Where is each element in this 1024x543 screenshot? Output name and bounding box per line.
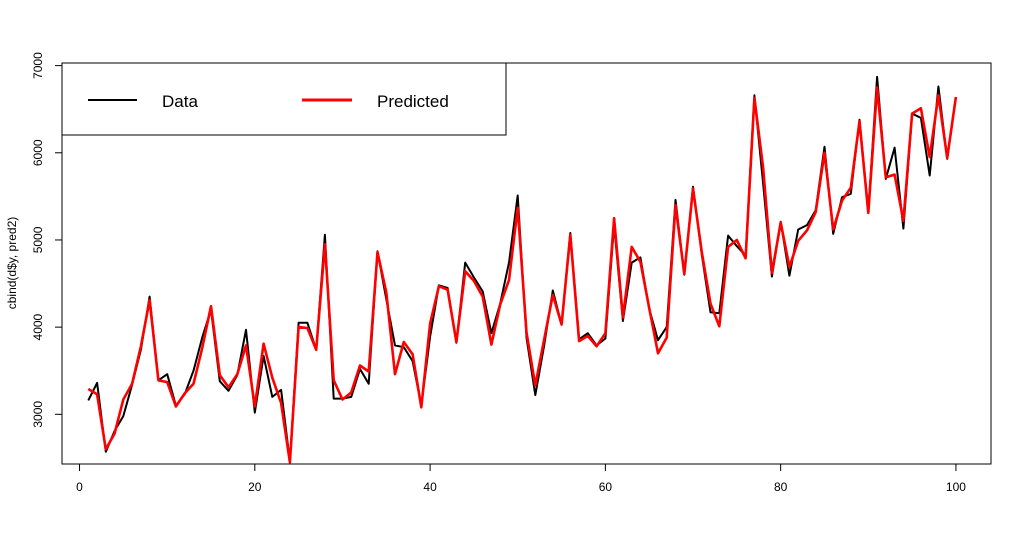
x-tick-label: 100	[946, 480, 966, 494]
y-axis-title: cbind(d$y, pred2)	[5, 217, 19, 310]
series-layer	[87, 75, 958, 464]
series-line-predicted	[87, 86, 958, 464]
x-axis: 0 20 40 60 80 100	[76, 463, 966, 494]
y-tick-label: 4000	[31, 313, 45, 340]
legend-label-predicted: Predicted	[377, 92, 449, 111]
legend: Data Predicted	[61, 62, 507, 136]
y-axis: 3000 4000 5000 6000 7000	[31, 52, 63, 428]
x-tick-label: 20	[248, 480, 262, 494]
legend-label-data: Data	[162, 92, 198, 111]
y-tick-label: 5000	[31, 226, 45, 253]
x-tick-label: 40	[423, 480, 437, 494]
y-tick-label: 7000	[31, 52, 45, 79]
x-tick-label: 60	[599, 480, 613, 494]
x-tick-label: 80	[774, 480, 788, 494]
y-tick-label: 6000	[31, 139, 45, 166]
x-tick-label: 0	[76, 480, 83, 494]
y-tick-label: 3000	[31, 401, 45, 428]
